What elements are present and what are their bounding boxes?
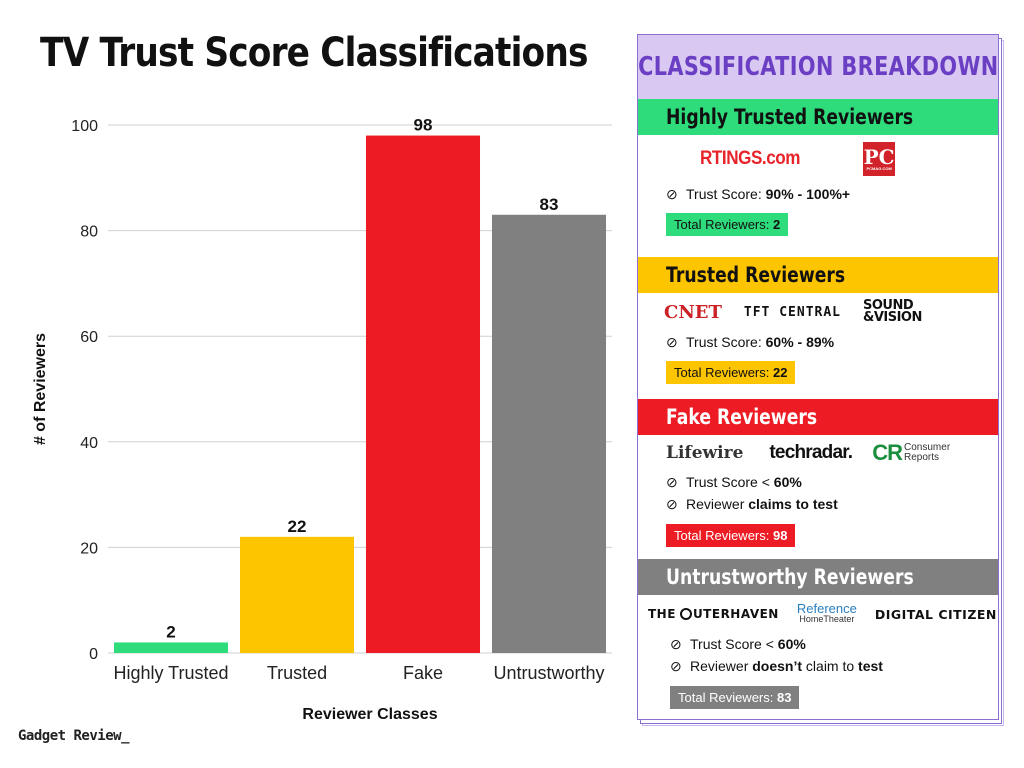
check-circle-icon: ⊘ <box>670 657 682 674</box>
techradar-logo: techradar. <box>769 442 853 463</box>
sound-vision-logo: SOUND &VISION <box>863 298 922 325</box>
outerhaven-logo: THE UTERHAVEN <box>648 607 779 621</box>
section-highly-trusted: Highly Trusted Reviewers RTINGS.com PC P… <box>638 99 998 243</box>
check-circle-icon: ⊘ <box>666 333 678 350</box>
section-title-bar: Untrustworthy Reviewers <box>638 559 998 595</box>
data-label: 98 <box>414 116 433 135</box>
check-circle-icon: ⊘ <box>666 185 678 202</box>
chart-title: TV Trust Score Classifications <box>40 30 588 76</box>
total-badge: Total Reviewers: 22 <box>666 360 796 384</box>
section-untrustworthy: Untrustworthy Reviewers THE UTERHAVEN Re… <box>638 559 998 717</box>
bar-trusted <box>239 536 355 653</box>
logo-row: Lifewire techradar. CR Consumer Reports <box>638 435 998 471</box>
total-badge: Total Reviewers: 98 <box>666 523 796 547</box>
section-fake: Fake Reviewers Lifewire techradar. CR Co… <box>638 399 998 555</box>
y-tick-label: 0 <box>89 646 98 663</box>
rtings-logo: RTINGS.com <box>700 148 801 169</box>
section-title: Highly Trusted Reviewers <box>666 105 914 129</box>
digital-citizen-logo: DIGITAL CITIZEN <box>874 606 997 622</box>
pcmag-logo: PC PCMAG.COM <box>863 142 896 176</box>
y-tick-label: 100 <box>71 118 98 135</box>
y-tick-label: 60 <box>80 329 98 346</box>
section-title: Untrustworthy Reviewers <box>666 565 914 589</box>
brand-logo: Gadget Review_ <box>18 728 130 744</box>
section-title-bar: Highly Trusted Reviewers <box>638 99 998 135</box>
classification-panel: CLASSIFICATION BREAKDOWN Highly Trusted … <box>637 34 999 720</box>
bars <box>113 135 607 653</box>
y-tick-label: 40 <box>80 435 98 452</box>
consumer-reports-logo: CR Consumer Reports <box>872 440 951 465</box>
data-label: 22 <box>288 517 307 536</box>
x-tick-label: Trusted <box>267 663 327 683</box>
total-badge: Total Reviewers: 2 <box>666 212 789 236</box>
section-title-bar: Fake Reviewers <box>638 399 998 435</box>
bullet-trust-score: ⊘ Trust Score: 60% - 89% <box>666 333 835 351</box>
tick-labels: 0 20 40 60 80 100 Highly Trusted Trusted Fake Unt… <box>71 118 604 683</box>
circle-icon <box>679 608 692 620</box>
lifewire-logo: Lifewire <box>666 443 744 463</box>
bullet-claims: ⊘ Reviewer doesn’t claim to test <box>670 657 883 675</box>
check-circle-icon: ⊘ <box>666 473 678 490</box>
logo-row: RTINGS.com PC PCMAG.COM <box>638 135 998 183</box>
check-circle-icon: ⊘ <box>666 495 678 512</box>
bar-fake <box>365 135 481 653</box>
section-trusted: Trusted Reviewers CNET TFT CENTRAL SOUND… <box>638 257 998 391</box>
x-tick-label: Highly Trusted <box>113 663 228 683</box>
reference-hometheater-logo: Reference HomeTheater <box>796 601 857 624</box>
bullet-trust-score: ⊘ Trust Score < 60% <box>666 473 802 491</box>
bar-untrustworthy <box>491 214 607 653</box>
logo-row: CNET TFT CENTRAL SOUND &VISION <box>638 293 998 331</box>
cnet-logo: CNET <box>664 301 722 323</box>
y-tick-label: 80 <box>80 224 98 241</box>
bullet-trust-score: ⊘ Trust Score: 90% - 100%+ <box>666 185 851 203</box>
x-tick-label: Untrustworthy <box>493 663 604 683</box>
data-label: 2 <box>166 622 175 641</box>
bar-highly-trusted <box>113 642 229 653</box>
check-circle-icon: ⊘ <box>670 635 682 652</box>
logo-row: THE UTERHAVEN Reference HomeTheater DIGI… <box>638 595 998 633</box>
y-axis-title: # of Reviewers <box>32 333 49 445</box>
panel-header: CLASSIFICATION BREAKDOWN <box>638 35 998 99</box>
total-badge: Total Reviewers: 83 <box>670 685 800 709</box>
data-label: 83 <box>540 195 559 214</box>
section-title: Fake Reviewers <box>666 405 818 429</box>
x-tick-label: Fake <box>403 663 443 683</box>
x-axis-title: Reviewer Classes <box>302 706 437 723</box>
section-title-bar: Trusted Reviewers <box>638 257 998 293</box>
panel-header-text: CLASSIFICATION BREAKDOWN <box>637 52 999 82</box>
y-tick-label: 20 <box>80 540 98 557</box>
section-title: Trusted Reviewers <box>666 263 846 287</box>
bullet-claims: ⊘ Reviewer claims to test <box>666 495 838 513</box>
tft-central-logo: TFT CENTRAL <box>743 304 841 320</box>
bullet-trust-score: ⊘ Trust Score < 60% <box>670 635 806 653</box>
